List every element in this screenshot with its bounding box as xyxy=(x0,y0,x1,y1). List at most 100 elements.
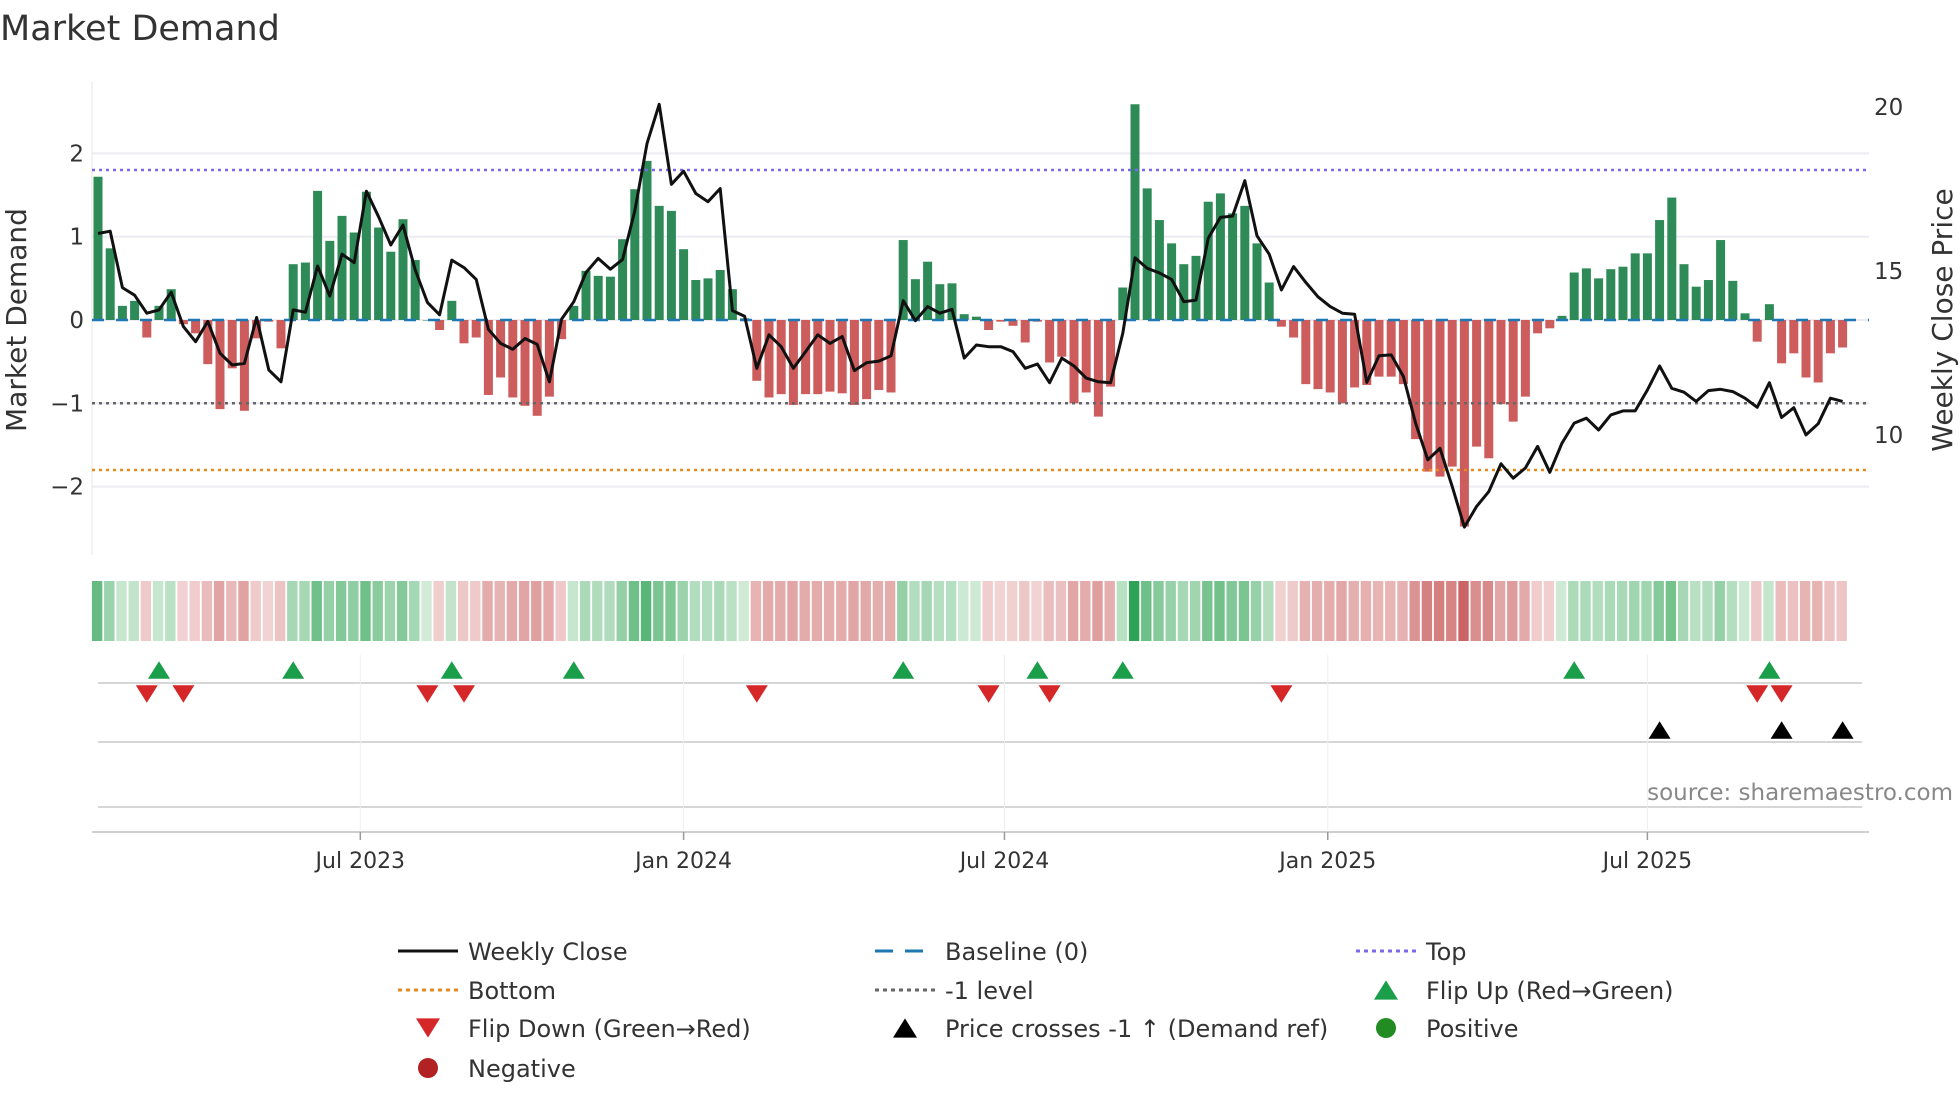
heatmap-cell xyxy=(933,581,945,641)
demand-bar xyxy=(1081,320,1091,393)
heatmap-cell xyxy=(616,581,627,641)
heatmap-cell xyxy=(592,581,603,641)
demand-bar xyxy=(1179,264,1189,320)
flip-down-marker xyxy=(977,685,1000,703)
heatmap-cell xyxy=(409,581,420,641)
legend-label: Flip Down (Green→Red) xyxy=(468,1015,751,1043)
flip-up-marker xyxy=(562,661,585,679)
demand-bar xyxy=(459,320,469,344)
demand-bar xyxy=(1679,264,1689,320)
heatmap-cell xyxy=(445,581,457,641)
demand-bars xyxy=(93,104,1848,527)
heatmap-cell xyxy=(872,581,884,641)
heatmap-cell xyxy=(262,581,274,641)
demand-bar xyxy=(1130,104,1140,321)
heatmap-cell xyxy=(1702,581,1713,641)
heatmap-cell xyxy=(177,581,188,641)
heatmap-cell xyxy=(811,581,823,641)
heatmap-cell xyxy=(1299,581,1311,641)
heatmap-cell xyxy=(921,581,932,641)
demand-bar xyxy=(1594,278,1604,320)
demand-heatmap-strip xyxy=(91,581,1847,641)
heatmap-cell xyxy=(897,581,908,641)
heatmap-cell xyxy=(823,581,835,641)
heatmap-cell xyxy=(1202,581,1213,641)
demand-bar xyxy=(1447,320,1457,467)
demand-bar xyxy=(849,320,859,405)
demand-bar xyxy=(386,251,396,320)
flip-up-marker xyxy=(1111,661,1134,679)
heatmap-cell xyxy=(1019,581,1030,641)
legend-label: Weekly Close xyxy=(468,938,628,966)
heatmap-cell xyxy=(274,581,286,641)
weekly-close-line xyxy=(97,102,1843,529)
heatmap-cell xyxy=(958,581,969,641)
demand-bar xyxy=(1569,272,1579,320)
demand-bar xyxy=(300,262,310,320)
heatmap-cell xyxy=(762,581,774,641)
heatmap-cell xyxy=(726,581,737,641)
demand-bar xyxy=(1728,280,1738,320)
demand-bar xyxy=(349,232,359,320)
heatmap-cell xyxy=(628,581,640,641)
heatmap-cell xyxy=(1275,581,1286,641)
demand-bar xyxy=(1581,268,1591,320)
demand-bar xyxy=(203,320,213,365)
flip-down-marker xyxy=(172,685,195,703)
demand-bar xyxy=(1008,320,1018,326)
demand-bar xyxy=(605,276,615,320)
demand-bar xyxy=(325,240,335,320)
heatmap-cell xyxy=(1165,581,1176,641)
heatmap-cell xyxy=(543,581,554,641)
demand-bar xyxy=(1520,320,1530,397)
demand-bar xyxy=(764,320,774,398)
demand-bar xyxy=(1691,286,1701,320)
demand-bar xyxy=(1325,320,1335,393)
demand-bar xyxy=(1813,320,1823,383)
heatmap-cell xyxy=(970,581,981,641)
flip-up-marker xyxy=(1758,661,1781,679)
heatmap-cell xyxy=(494,581,505,641)
heatmap-cell xyxy=(1446,581,1457,641)
heatmap-cell xyxy=(909,581,920,641)
demand-bar xyxy=(1093,320,1103,417)
legend-label: Bottom xyxy=(468,977,556,1005)
heatmap-cell xyxy=(213,581,225,641)
demand-bar xyxy=(1313,320,1323,390)
heatmap-cell xyxy=(1324,581,1335,641)
heatmap-cell xyxy=(1189,581,1201,641)
demand-bar xyxy=(1642,253,1652,320)
heatmap-cell xyxy=(1287,581,1298,641)
heatmap-cell xyxy=(787,581,798,641)
heatmap-cell xyxy=(1092,581,1103,641)
demand-bar xyxy=(1618,266,1628,320)
heatmap-cell xyxy=(982,581,993,641)
heatmap-cell xyxy=(1153,581,1164,641)
demand-bar xyxy=(1716,240,1726,320)
demand-bar xyxy=(1203,201,1213,320)
flip-up-marker xyxy=(148,661,170,679)
demand-bar xyxy=(1252,243,1262,320)
demand-bar xyxy=(557,320,567,340)
heatmap-cell xyxy=(372,581,383,641)
flip-down-marker xyxy=(135,685,158,703)
demand-bar xyxy=(1435,320,1445,477)
demand-bar xyxy=(117,305,127,320)
heatmap-cell xyxy=(360,581,371,641)
heatmap-cell xyxy=(1043,581,1054,641)
heatmap-cell xyxy=(104,581,115,641)
heatmap-cell xyxy=(1580,581,1591,641)
demand-bar xyxy=(1301,320,1311,385)
demand-bar xyxy=(532,320,542,416)
heatmap-cell xyxy=(945,581,957,641)
demand-bar xyxy=(410,260,420,320)
heatmap-cell xyxy=(1348,581,1359,641)
demand-bar xyxy=(1789,320,1799,354)
demand-bar xyxy=(496,320,506,378)
heatmap-cell xyxy=(1067,581,1079,641)
y2-axis-label: Weekly Close Price xyxy=(1926,188,1959,451)
demand-bar xyxy=(1764,304,1774,320)
flip-down-marker xyxy=(745,685,768,703)
price-cross-marker xyxy=(1770,721,1793,739)
heatmap-cell xyxy=(1555,581,1567,641)
